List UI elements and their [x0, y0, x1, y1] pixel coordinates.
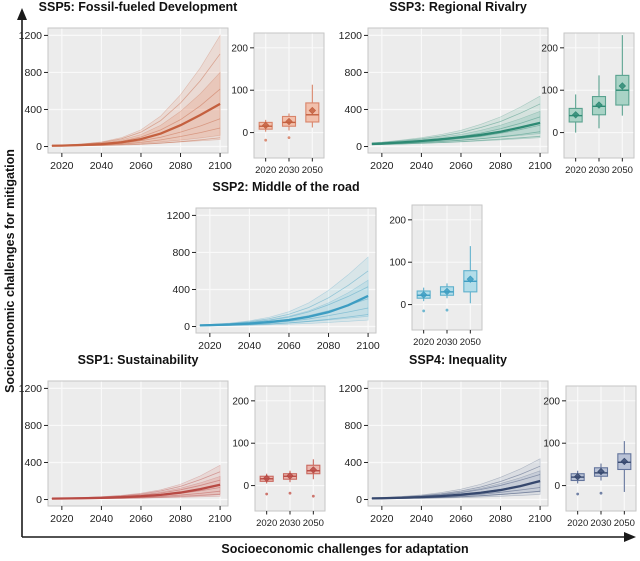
svg-text:2100: 2100	[208, 160, 232, 172]
svg-text:2100: 2100	[208, 513, 232, 525]
svg-text:2020: 2020	[370, 513, 394, 525]
svg-text:1200: 1200	[167, 210, 191, 222]
svg-text:400: 400	[24, 104, 42, 116]
svg-text:2020: 2020	[50, 513, 74, 525]
svg-text:2060: 2060	[277, 340, 301, 352]
svg-text:2030: 2030	[279, 518, 300, 529]
svg-text:200: 200	[231, 43, 248, 54]
svg-text:400: 400	[24, 457, 42, 469]
svg-text:0: 0	[242, 128, 248, 139]
svg-text:2050: 2050	[302, 165, 323, 176]
svg-text:2020: 2020	[50, 160, 74, 172]
svg-text:200: 200	[541, 43, 558, 54]
svg-text:0: 0	[356, 141, 362, 153]
ssp5-fan-chart: 0 400 800 1200 2020 2040 2060 2080 2100	[19, 27, 232, 172]
svg-text:2020: 2020	[370, 160, 394, 172]
svg-text:2040: 2040	[410, 160, 434, 172]
svg-text:400: 400	[172, 284, 190, 296]
panel-title-ssp1: SSP1: Sustainability	[77, 353, 199, 367]
svg-text:2040: 2040	[238, 340, 262, 352]
svg-text:2080: 2080	[489, 160, 513, 172]
x-axis-arrowhead	[624, 532, 636, 542]
svg-text:2020: 2020	[256, 518, 277, 529]
svg-text:2030: 2030	[590, 518, 611, 529]
svg-text:2040: 2040	[90, 513, 114, 525]
svg-text:2030: 2030	[436, 337, 457, 348]
ssp4-fan-chart: 0 400 800 1200 2020 2040 2060 2080 2100	[339, 380, 552, 525]
ssp4-box-chart: 0 100 200 2020 2030 2050	[543, 385, 637, 529]
svg-text:200: 200	[543, 396, 560, 407]
svg-text:2060: 2060	[449, 513, 473, 525]
svg-text:800: 800	[344, 67, 362, 79]
ssp3-fan-chart: 0 400 800 1200 2020 2040 2060 2080 2100	[339, 27, 552, 172]
svg-text:800: 800	[344, 420, 362, 432]
y-axis-arrowhead	[17, 8, 27, 20]
svg-text:2020: 2020	[413, 337, 434, 348]
svg-text:2050: 2050	[460, 337, 481, 348]
svg-text:200: 200	[389, 215, 406, 226]
svg-text:2060: 2060	[129, 160, 153, 172]
ssp2-fan-chart: 0 400 800 1200 2020 2040 2060 2080 2100	[167, 207, 380, 352]
ssp5-box-chart: 0 100 200 2020 2030 2050	[231, 32, 325, 176]
svg-text:2080: 2080	[169, 160, 193, 172]
svg-text:1200: 1200	[19, 383, 43, 395]
x-axis-label: Socioeconomic challenges for adaptation	[221, 542, 469, 556]
svg-text:2040: 2040	[90, 160, 114, 172]
svg-text:1200: 1200	[339, 30, 363, 42]
svg-text:1200: 1200	[19, 30, 43, 42]
svg-text:0: 0	[36, 494, 42, 506]
svg-text:2020: 2020	[198, 340, 222, 352]
svg-text:2020: 2020	[567, 518, 588, 529]
svg-text:2100: 2100	[356, 340, 380, 352]
svg-text:100: 100	[232, 439, 249, 450]
svg-text:200: 200	[232, 396, 249, 407]
svg-text:2020: 2020	[565, 165, 586, 176]
svg-text:2040: 2040	[410, 513, 434, 525]
svg-text:0: 0	[400, 300, 406, 311]
panel-title-ssp5: SSP5: Fossil-fueled Development	[38, 0, 238, 14]
svg-text:2050: 2050	[303, 518, 324, 529]
svg-text:0: 0	[243, 481, 249, 492]
svg-text:2050: 2050	[612, 165, 633, 176]
svg-text:2100: 2100	[528, 160, 552, 172]
ssp1-fan-chart: 0 400 800 1200 2020 2040 2060 2080 2100	[19, 380, 232, 525]
svg-text:0: 0	[36, 141, 42, 153]
svg-text:100: 100	[541, 86, 558, 97]
svg-text:2080: 2080	[489, 513, 513, 525]
svg-text:400: 400	[344, 457, 362, 469]
panel-title-ssp2: SSP2: Middle of the road	[212, 180, 360, 194]
ssp2-box-chart: 0 100 200 2020 2030 2050	[389, 204, 483, 348]
svg-text:2030: 2030	[588, 165, 609, 176]
svg-text:800: 800	[24, 420, 42, 432]
svg-text:800: 800	[172, 247, 190, 259]
svg-text:2080: 2080	[317, 340, 341, 352]
ssp3-box-chart: 0 100 200 2020 2030 2050	[541, 32, 635, 176]
svg-text:2080: 2080	[169, 513, 193, 525]
svg-text:0: 0	[356, 494, 362, 506]
svg-text:2030: 2030	[278, 165, 299, 176]
svg-text:0: 0	[552, 128, 558, 139]
svg-text:0: 0	[554, 481, 560, 492]
svg-text:2060: 2060	[449, 160, 473, 172]
svg-text:2100: 2100	[528, 513, 552, 525]
svg-text:0: 0	[184, 321, 190, 333]
ssp1-box-chart: 0 100 200 2020 2030 2050	[232, 385, 326, 529]
svg-text:800: 800	[24, 67, 42, 79]
svg-text:2060: 2060	[129, 513, 153, 525]
svg-text:100: 100	[389, 258, 406, 269]
svg-text:400: 400	[344, 104, 362, 116]
svg-text:100: 100	[231, 86, 248, 97]
svg-text:2050: 2050	[614, 518, 635, 529]
svg-text:1200: 1200	[339, 383, 363, 395]
panel-title-ssp3: SSP3: Regional Rivalry	[389, 0, 527, 14]
svg-text:100: 100	[543, 439, 560, 450]
panel-title-ssp4: SSP4: Inequality	[409, 353, 507, 367]
svg-text:2020: 2020	[255, 165, 276, 176]
